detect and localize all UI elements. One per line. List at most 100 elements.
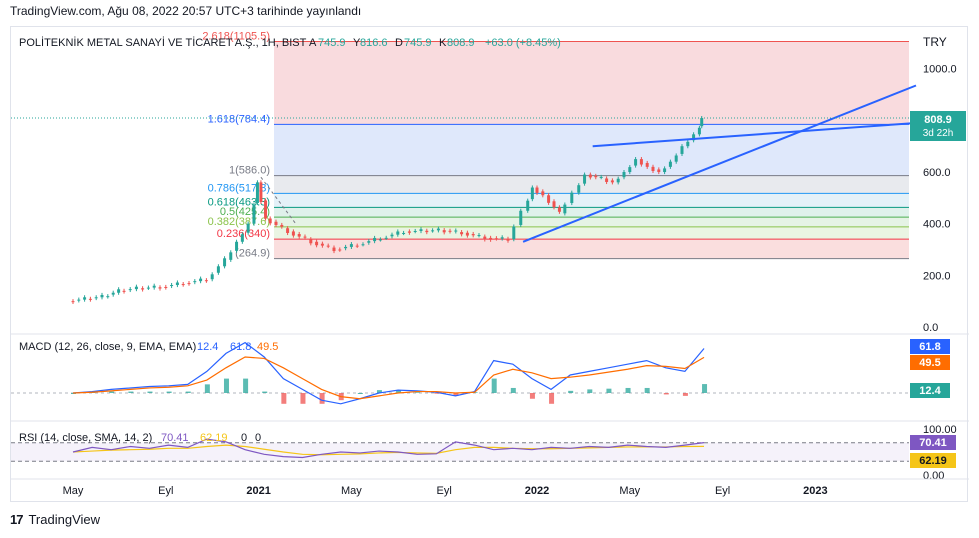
macd-histogram-bar bbox=[663, 393, 669, 395]
time-tick-label: May bbox=[619, 485, 640, 497]
macd-histogram-bar bbox=[223, 378, 229, 393]
macd-histogram-bar bbox=[319, 393, 325, 404]
candle-body bbox=[535, 187, 539, 193]
candle-body bbox=[431, 230, 435, 232]
time-tick-label: Eyl bbox=[437, 485, 452, 497]
footer: 17 TradingView bbox=[10, 512, 100, 527]
candle-body bbox=[413, 231, 417, 232]
fib-level-label: (264.9) bbox=[235, 248, 270, 260]
candle-body bbox=[700, 118, 704, 127]
candle-body bbox=[349, 244, 353, 247]
legend-h-value: 816.6 bbox=[360, 37, 388, 49]
candle-body bbox=[199, 278, 203, 282]
macd-histogram-bar bbox=[396, 390, 402, 393]
candle-body bbox=[442, 230, 446, 233]
fib-level-label: 1.618(784.4) bbox=[208, 113, 270, 125]
candle-body bbox=[599, 176, 603, 178]
fib-zone bbox=[274, 207, 909, 218]
signal-line bbox=[72, 356, 705, 400]
candle-body bbox=[164, 286, 168, 288]
legend-l-label: D bbox=[395, 37, 403, 49]
macd-histogram-bar bbox=[491, 378, 497, 393]
fib-level-label: 0.382(387.6) bbox=[208, 216, 270, 228]
candle-body bbox=[181, 284, 185, 286]
fib-level-label: 2.618(1105.5) bbox=[202, 30, 270, 42]
candle-body bbox=[663, 168, 667, 173]
candle-body bbox=[106, 296, 110, 298]
candle-body bbox=[252, 204, 256, 224]
currency-label: TRY bbox=[923, 35, 947, 49]
rsi-value-badge bbox=[910, 453, 956, 468]
candle-body bbox=[303, 236, 307, 238]
candle-body bbox=[477, 235, 481, 237]
candle-body bbox=[526, 200, 530, 211]
candle-body bbox=[297, 234, 301, 237]
macd-value-badge bbox=[910, 339, 950, 354]
time-tick-label: May bbox=[341, 485, 362, 497]
candle-body bbox=[338, 249, 342, 251]
legend-c-value: 808.9 bbox=[447, 37, 475, 49]
time-tick-label: 2023 bbox=[803, 485, 827, 497]
legend-change: +63.0 (+8.45%) bbox=[485, 37, 561, 49]
candle-body bbox=[692, 134, 696, 141]
candle-body bbox=[71, 301, 75, 303]
macd-histogram-bar bbox=[644, 387, 650, 393]
candle-body bbox=[583, 174, 587, 184]
candle-body bbox=[465, 232, 469, 236]
candle-body bbox=[204, 280, 208, 282]
candle-body bbox=[425, 230, 429, 233]
fib-zone bbox=[274, 193, 909, 208]
rsi-value-badge-text: 62.19 bbox=[919, 455, 947, 467]
candle-body bbox=[547, 195, 551, 203]
fib-level-label: 0.236(340) bbox=[217, 228, 270, 240]
fib-zone bbox=[274, 41, 909, 125]
rsi-pane: 100.00 0.00 70.41 62.19 bbox=[11, 424, 957, 482]
candle-body bbox=[622, 172, 626, 178]
macd-legend-signal: 49.5 bbox=[257, 341, 278, 353]
time-axis: May Eyl 2021 May Eyl 2022 May Eyl 2023 bbox=[63, 485, 828, 497]
candle-body bbox=[500, 237, 504, 239]
candle-body bbox=[355, 245, 359, 247]
candle-body bbox=[280, 224, 284, 227]
rsi-title: RSI (14, close, SMA, 14, 2) bbox=[19, 432, 152, 444]
macd-legend-macd: 61.8 bbox=[230, 341, 251, 353]
last-price: 808.9 bbox=[924, 114, 952, 126]
candle-body bbox=[471, 234, 475, 236]
candle-body bbox=[246, 223, 250, 233]
candle-body bbox=[436, 228, 440, 231]
macd-histogram-bar bbox=[510, 387, 516, 393]
candle-body bbox=[557, 207, 561, 212]
candle-body bbox=[645, 162, 649, 167]
candle-body bbox=[77, 299, 81, 301]
candle-body bbox=[651, 166, 655, 171]
candle-body bbox=[152, 285, 156, 288]
fib-anchor-line bbox=[260, 176, 297, 224]
legend-l-value: 745.9 bbox=[404, 37, 432, 49]
time-tick-label: 2022 bbox=[525, 485, 549, 497]
trendline-resistance bbox=[592, 121, 917, 148]
rsi-tick-label: 0.00 bbox=[923, 470, 944, 482]
chart-frame[interactable]: 2.618(1105.5) 1.618(784.4) 1(586.0) 0.786(5… bbox=[10, 26, 969, 503]
candle-body bbox=[396, 231, 400, 235]
legend-h-label: Y bbox=[353, 37, 361, 49]
candle-body bbox=[326, 245, 330, 247]
macd-histogram-bar bbox=[357, 393, 363, 394]
candle-body bbox=[94, 297, 98, 299]
macd-histogram-bar bbox=[568, 390, 574, 393]
macd-histogram-bar bbox=[376, 390, 382, 393]
macd-histogram-bar bbox=[262, 391, 268, 393]
time-tick-label: 2021 bbox=[246, 485, 270, 497]
candle-body bbox=[240, 234, 244, 242]
price-tick-label: 1000.0 bbox=[923, 64, 957, 76]
candle-body bbox=[616, 178, 620, 183]
candle-body bbox=[588, 174, 592, 178]
legend-symbol: POLİTEKNİK METAL SANAYİ VE TİCARET A.Ş.,… bbox=[19, 36, 307, 49]
candle-body bbox=[268, 218, 272, 224]
fib-zone bbox=[274, 217, 909, 227]
candle-body bbox=[291, 231, 295, 236]
rsi-legend-a: 0 bbox=[241, 432, 247, 444]
candle-body bbox=[570, 192, 574, 204]
candle-body bbox=[686, 141, 690, 147]
candle-body bbox=[680, 146, 684, 154]
chart-svg[interactable]: 2.618(1105.5) 1.618(784.4) 1(586.0) 0.786(5… bbox=[11, 27, 969, 503]
